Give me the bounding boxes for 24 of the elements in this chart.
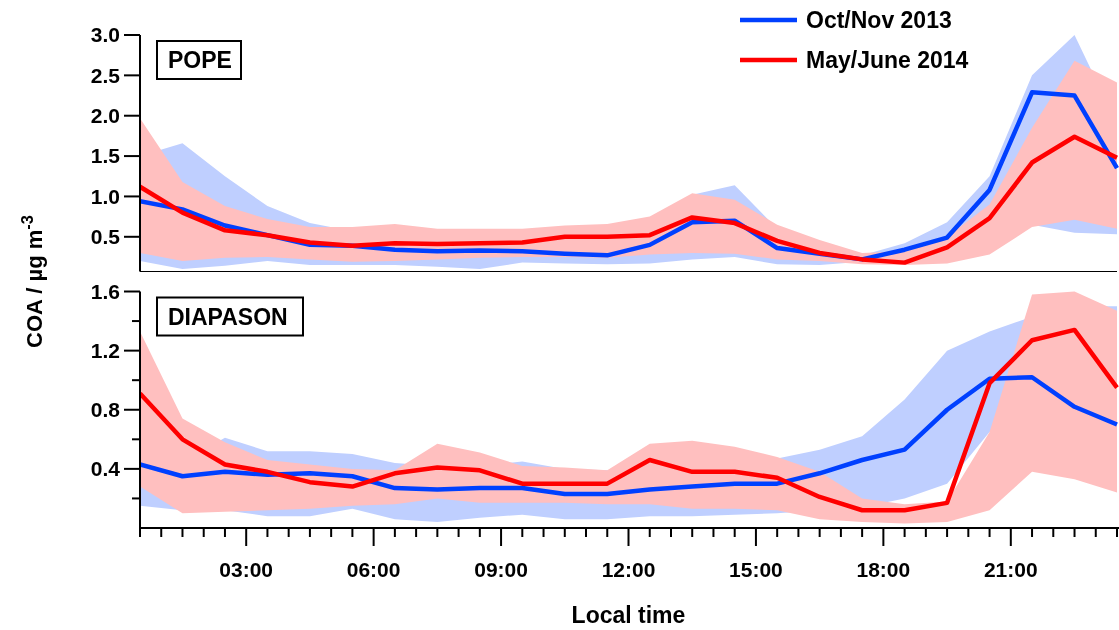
line-series xyxy=(140,374,1119,497)
x-tick-label: 18:00 xyxy=(856,558,911,582)
x-tick-label: 06:00 xyxy=(346,558,401,582)
y-tick-label: 0.4 xyxy=(90,457,121,481)
y-tick-label: 1.0 xyxy=(90,184,120,208)
y-tick-label: 0.8 xyxy=(90,398,121,422)
text: DIAPASON xyxy=(168,303,288,330)
legend-label: May/June 2014 xyxy=(806,47,969,74)
x-tick-label: 09:00 xyxy=(474,558,528,582)
y-tick-label: 0.5 xyxy=(90,225,121,249)
y-tick-label: 1.5 xyxy=(90,144,121,168)
x-tick-label: 21:00 xyxy=(983,558,1038,582)
x-tick-label: 12:00 xyxy=(601,558,656,582)
y-tick-label: 2.5 xyxy=(90,63,121,87)
line-series xyxy=(140,134,1119,265)
y-tick-label: 1.2 xyxy=(90,338,120,362)
y-tick-label: 1.6 xyxy=(90,279,120,303)
y-tick-label: 3.0 xyxy=(90,23,120,47)
legend-label: Oct/Nov 2013 xyxy=(806,7,952,34)
x-axis-title: Local time xyxy=(571,602,686,629)
y-tick-label: 2.0 xyxy=(90,104,120,128)
x-tick-label: 15:00 xyxy=(729,558,783,582)
text: POPE xyxy=(168,47,232,74)
x-tick-label: 03:00 xyxy=(219,558,274,582)
